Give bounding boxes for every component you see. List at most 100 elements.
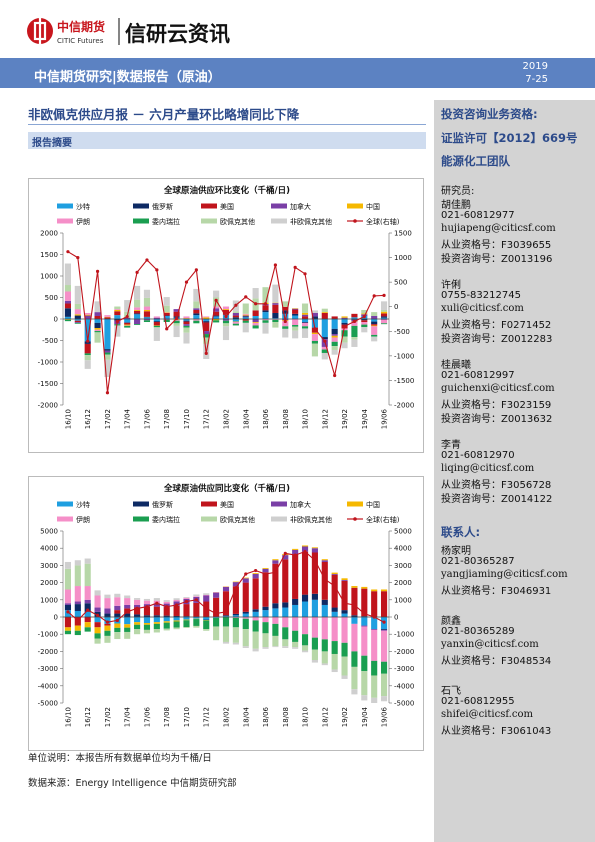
- bar-segment: [311, 649, 318, 660]
- bar-segment: [153, 328, 160, 341]
- bar-segment: [282, 301, 289, 307]
- bar-segment: [252, 611, 259, 617]
- bar-segment: [163, 319, 170, 320]
- bar-segment: [203, 620, 210, 630]
- researcher-email[interactable]: hujiapeng@citicsf.com: [441, 223, 556, 234]
- bar-segment: [301, 650, 309, 653]
- summary-label: 报告摘要: [32, 138, 72, 149]
- bar-segment: [371, 591, 378, 617]
- bar-segment: [282, 617, 289, 628]
- bar-segment: [124, 604, 131, 609]
- mom-chart: 全球原油供应环比变化（千桶/日) 沙特 俄罗斯 美国 加拿大 中国 伊朗 委内瑞拉 欧佩克其他 非…: [28, 178, 424, 453]
- researcher-email[interactable]: liqing@citicsf.com: [441, 463, 535, 474]
- bar-segment: [74, 319, 81, 321]
- bar-segment: [292, 325, 299, 327]
- bar-segment: [361, 320, 368, 323]
- global-point: [224, 610, 228, 614]
- bar-segment: [173, 605, 180, 616]
- bar-segment: [331, 617, 338, 642]
- bar-segment: [262, 633, 269, 648]
- bar-segment: [134, 299, 141, 308]
- y2-tick-label: 3000: [394, 562, 412, 570]
- bar-segment: [242, 578, 249, 583]
- x-tick-label: 18/10: [302, 409, 310, 429]
- bar-segment: [64, 627, 72, 631]
- x-tick-label: 17/08: [163, 409, 171, 429]
- x-tick-label: 17/04: [124, 408, 132, 429]
- bar-segment: [331, 337, 338, 342]
- bar-segment: [104, 354, 111, 360]
- bar-segment: [143, 615, 151, 617]
- bar-segment: [193, 315, 200, 319]
- bar-segment: [351, 325, 358, 338]
- bar-segment: [193, 288, 200, 302]
- researcher-name: 胡佳鹏: [441, 200, 471, 211]
- bar-segment: [331, 574, 338, 575]
- bar-segment: [104, 319, 111, 350]
- bar-segment: [64, 617, 72, 628]
- contact-email[interactable]: yangjiaming@citicsf.com: [441, 569, 568, 580]
- bar-segment: [114, 593, 121, 598]
- bar-segment: [351, 651, 358, 667]
- researcher-name: 桂晨曦: [441, 360, 471, 371]
- bar-segment: [134, 629, 141, 635]
- summary-bar: [28, 132, 426, 149]
- bar-segment: [64, 610, 72, 617]
- bar-segment: [380, 589, 388, 592]
- global-point: [313, 327, 317, 331]
- legend-label: 伊朗: [76, 217, 90, 226]
- contact-email[interactable]: shifei@citicsf.com: [441, 709, 533, 720]
- researcher-email[interactable]: xuli@citicsf.com: [441, 303, 524, 314]
- bar-segment: [292, 641, 299, 648]
- bar-segment: [331, 669, 338, 673]
- contact-email[interactable]: yanxin@citicsf.com: [441, 639, 539, 650]
- bar-segment: [351, 339, 358, 347]
- bar-segment: [371, 325, 378, 327]
- bar-segment: [203, 316, 210, 318]
- bar-segment: [262, 312, 269, 319]
- bar-segment: [341, 336, 348, 343]
- bar-segment: [311, 660, 318, 663]
- bar-segment: [124, 631, 131, 639]
- y2-tick-label: -4000: [394, 682, 414, 690]
- bar-segment: [213, 592, 220, 598]
- bar-segment: [242, 316, 249, 318]
- bar-segment: [84, 603, 91, 612]
- legend-label: 全球(右轴): [366, 217, 400, 226]
- bar-segment: [242, 303, 249, 314]
- legend-swatch: [347, 501, 363, 507]
- bar-segment: [242, 320, 249, 323]
- bar-segment: [301, 594, 309, 602]
- bar-segment: [64, 308, 72, 317]
- contact-name: 石飞: [441, 686, 461, 697]
- qualification-heading: 投资咨询业务资格:: [441, 107, 538, 121]
- bar-segment: [124, 319, 131, 323]
- bar-segment: [321, 560, 328, 562]
- bar-segment: [311, 312, 318, 317]
- researcher-cert: 从业资格号：F0271452: [441, 320, 552, 331]
- global-point: [283, 551, 287, 555]
- bar-segment: [94, 617, 101, 623]
- report-date-day: 7-25: [525, 74, 548, 85]
- bar-segment: [222, 323, 230, 327]
- bar-segment: [292, 604, 299, 617]
- bar-segment: [282, 313, 289, 319]
- x-tick-label: 17/02: [104, 707, 112, 727]
- bar-segment: [252, 310, 259, 316]
- bar-segment: [64, 561, 72, 569]
- bar-segment: [64, 300, 72, 304]
- legend-label: 沙特: [76, 500, 90, 509]
- bar-segment: [64, 603, 72, 605]
- bar-segment: [292, 598, 299, 605]
- bar-segment: [272, 617, 279, 624]
- title-divider: [28, 124, 426, 125]
- legend-swatch: [57, 203, 73, 209]
- bar-segment: [341, 316, 348, 318]
- bar-segment: [222, 306, 230, 310]
- researcher-email[interactable]: guichenxi@citicsf.com: [441, 383, 555, 394]
- bar-segment: [104, 350, 111, 353]
- y2-tick-label: 2000: [394, 579, 412, 587]
- bar-segment: [143, 629, 151, 634]
- bar-segment: [311, 593, 318, 600]
- bar-segment: [380, 323, 388, 325]
